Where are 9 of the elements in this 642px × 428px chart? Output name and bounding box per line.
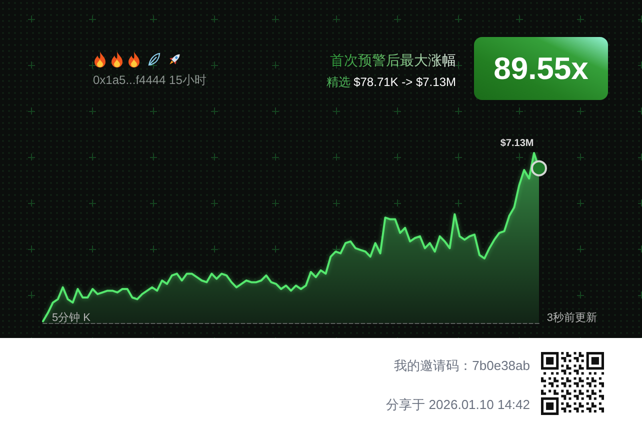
chart-subtitle: 0x1a5...f4444 15小时 — [93, 73, 206, 87]
text: 89.55x — [494, 50, 588, 88]
text: $7.13M — [500, 137, 534, 151]
text: 首次预警后最大涨幅 — [330, 51, 456, 69]
annotation: 5分钟 K — [52, 311, 91, 326]
text: 3秒前更新 — [546, 311, 597, 326]
text: 我的邀请码：7b0e38ab — [394, 357, 530, 374]
text: 精选 $78.71K -> $7.13M — [326, 75, 456, 89]
text: 分享于 2026.01.10 14:42 — [386, 396, 530, 413]
